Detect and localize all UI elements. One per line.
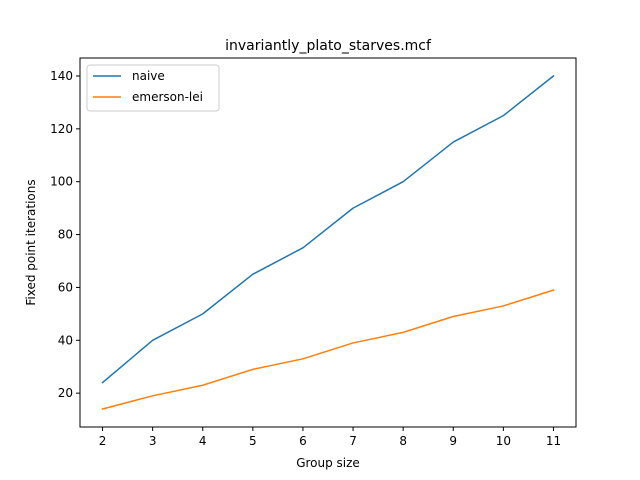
legend: naive emerson-lei [86,64,220,112]
y-tick-label: 120 [50,122,73,136]
x-tick-label: 10 [496,434,511,448]
y-tick-label: 140 [50,69,73,83]
y-axis-label: Fixed point iterations [24,179,38,305]
legend-label: emerson-lei [132,90,203,104]
plot-area [101,74,555,410]
x-tick-label: 8 [399,434,407,448]
series-line-naive [101,74,555,384]
x-axis-label: Group size [296,456,360,470]
x-tick-label: 9 [449,434,457,448]
y-tick-label: 20 [58,386,73,400]
y-tick-label: 40 [58,333,73,347]
plot-frame [79,57,577,428]
y-tick-label: 60 [58,280,73,294]
x-tick-label: 4 [199,434,207,448]
x-tick-label: 5 [249,434,257,448]
chart-title: invariantly_plato_starves.mcf [225,38,432,54]
y-tick-label: 100 [50,175,73,189]
x-axis: 2 3 4 5 6 7 8 9 10 11 [99,427,561,448]
y-axis: 20 40 60 80 100 120 140 [50,69,80,400]
x-tick-label: 7 [349,434,357,448]
legend-label: naive [132,69,165,83]
y-tick-label: 80 [58,228,73,242]
x-tick-label: 6 [299,434,307,448]
x-tick-label: 2 [99,434,107,448]
series-line-emerson-lei [101,289,555,410]
x-tick-label: 3 [149,434,157,448]
x-tick-label: 11 [546,434,561,448]
